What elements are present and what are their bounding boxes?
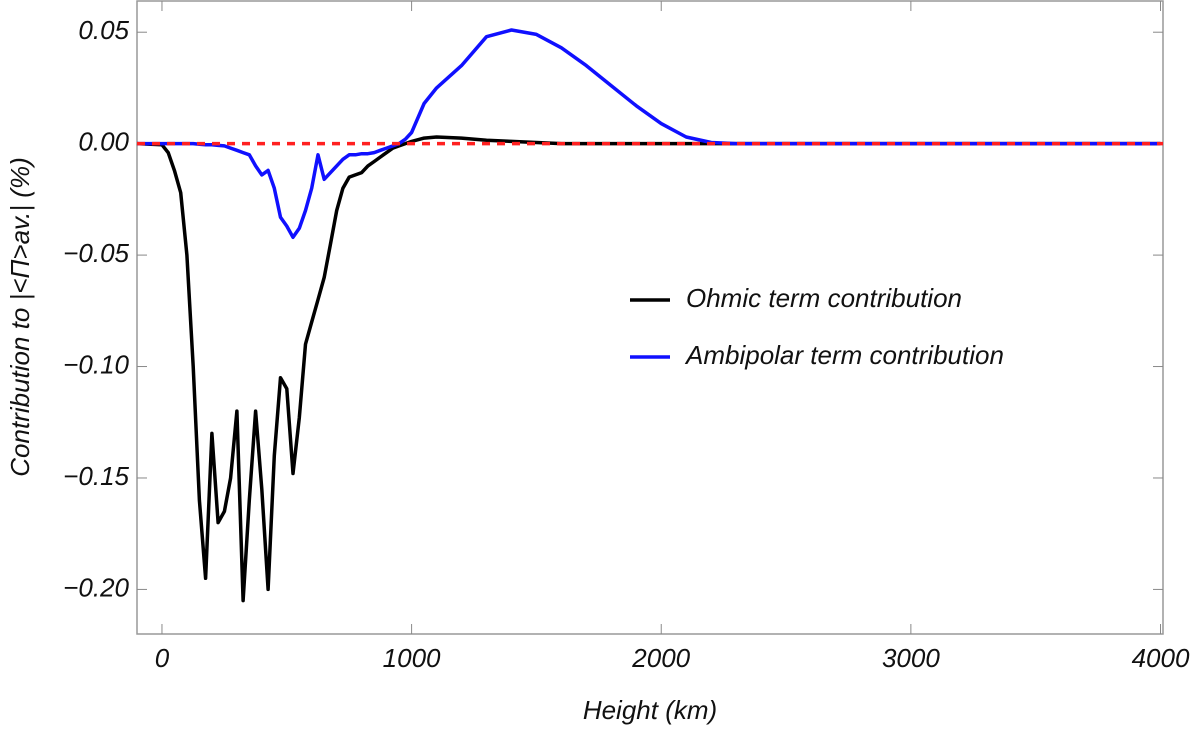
y-axis-label: Contribution to |<Π>av.| (%) xyxy=(5,157,35,476)
y-tick-label: −0.05 xyxy=(63,238,129,268)
y-tick-label: −0.15 xyxy=(63,461,129,491)
x-tick-label: 0 xyxy=(155,643,170,673)
x-tick-label: 2000 xyxy=(631,643,690,673)
y-tick-label: 0.00 xyxy=(78,127,129,157)
y-tick-label: 0.05 xyxy=(78,15,129,45)
plot-frame xyxy=(136,0,1164,635)
x-tick-label: 3000 xyxy=(882,643,940,673)
series-line xyxy=(136,135,1161,603)
x-tick-label: 4000 xyxy=(1132,643,1190,673)
x-axis-label: Height (km) xyxy=(583,695,717,725)
x-tick-label: 1000 xyxy=(383,643,441,673)
y-tick-label: −0.10 xyxy=(63,349,129,379)
y-tick-label: −0.20 xyxy=(63,572,129,602)
legend-label: Ambipolar term contribution xyxy=(684,340,1004,370)
series-line xyxy=(137,28,1161,240)
legend-label: Ohmic term contribution xyxy=(686,283,962,313)
